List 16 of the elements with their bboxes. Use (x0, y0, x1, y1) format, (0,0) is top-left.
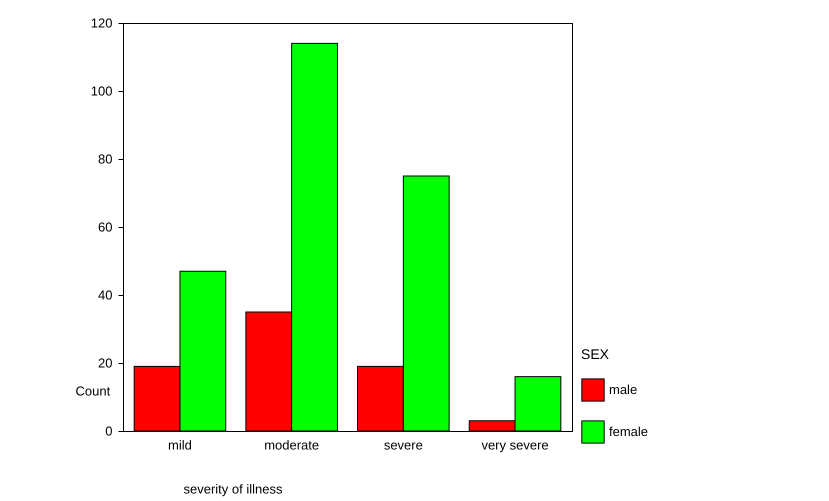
y-tick-label: 60 (98, 220, 112, 234)
x-tick-label: mild (168, 438, 192, 452)
y-tick-label: 20 (98, 356, 112, 370)
legend-label: male (609, 382, 638, 397)
y-tick-label: 80 (98, 152, 112, 166)
x-tick-label: very severe (481, 438, 549, 452)
y-tick-label: 0 (105, 424, 112, 438)
x-tick-label: severe (384, 438, 423, 452)
y-tick-label: 100 (90, 84, 112, 98)
legend-label: female (609, 424, 648, 439)
y-tick-label: 40 (98, 288, 112, 302)
x-tick-label: moderate (264, 438, 320, 452)
legend-title: SEX (581, 346, 610, 362)
y-axis-title: Count (76, 384, 111, 398)
x-axis-title: severity of illness (184, 482, 283, 496)
y-tick-label: 120 (90, 16, 112, 30)
